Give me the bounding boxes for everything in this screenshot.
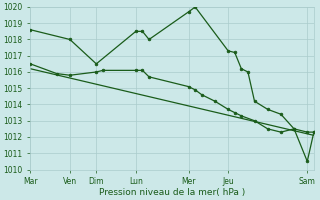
X-axis label: Pression niveau de la mer( hPa ): Pression niveau de la mer( hPa )	[99, 188, 245, 197]
